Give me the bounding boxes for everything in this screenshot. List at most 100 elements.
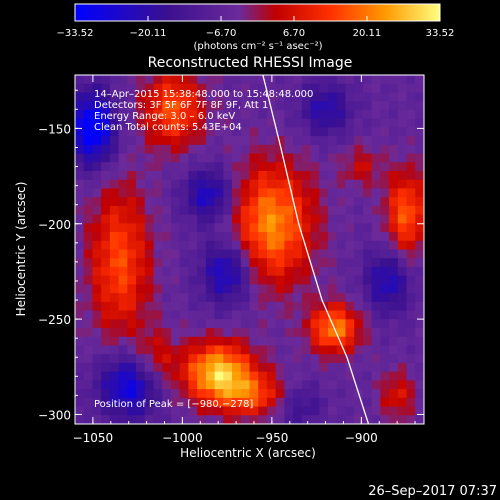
heatmap-cell <box>380 415 390 424</box>
heatmap-cell <box>223 240 233 251</box>
heatmap-cell <box>144 397 155 408</box>
heatmap-cell <box>310 301 320 312</box>
heatmap-cell <box>179 162 190 172</box>
heatmap-cell <box>249 354 259 364</box>
heatmap-cell <box>397 258 408 268</box>
heatmap-cell <box>406 371 416 381</box>
heatmap-cell <box>345 397 355 408</box>
heatmap-cell <box>205 415 216 424</box>
heatmap-cell <box>345 92 355 102</box>
heatmap-cell <box>275 301 285 312</box>
heatmap-cell <box>232 153 242 163</box>
heatmap-cell <box>179 301 190 312</box>
heatmap-cell <box>371 205 381 216</box>
heatmap-cell <box>101 162 111 172</box>
heatmap-cell <box>371 223 381 233</box>
heatmap-cell <box>258 92 268 102</box>
heatmap-cell <box>336 162 347 172</box>
heatmap-cell <box>162 223 172 233</box>
heatmap-cell <box>101 310 111 320</box>
heatmap-cell <box>153 179 163 190</box>
heatmap-cell <box>389 275 399 285</box>
heatmap-cell <box>136 397 146 408</box>
heatmap-cell <box>170 293 181 303</box>
heatmap-cell <box>301 354 312 364</box>
heatmap-cell <box>197 144 207 155</box>
heatmap-cell <box>83 205 94 216</box>
heatmap-cell <box>197 310 207 320</box>
heatmap-cell <box>101 249 111 259</box>
heatmap-cell <box>136 380 146 390</box>
heatmap-cell <box>188 293 198 303</box>
heatmap-cell <box>109 371 120 381</box>
heatmap-cell <box>109 205 120 216</box>
heatmap-cell <box>275 92 285 102</box>
heatmap-cell <box>275 336 285 347</box>
heatmap-cell <box>371 249 381 259</box>
heatmap-cell <box>336 284 347 294</box>
heatmap-cell <box>240 301 251 312</box>
heatmap-cell <box>83 336 94 347</box>
heatmap-cell <box>214 284 224 294</box>
heatmap-cell <box>345 266 355 277</box>
heatmap-cell <box>415 240 424 251</box>
heatmap-cell <box>232 170 242 181</box>
heatmap-cell <box>371 179 381 190</box>
heatmap-cell <box>92 371 102 381</box>
heatmap-cell <box>310 232 320 242</box>
heatmap-cell <box>144 214 155 224</box>
heatmap-cell <box>188 258 198 268</box>
heatmap-cell <box>188 214 198 224</box>
heatmap-cell <box>354 75 364 85</box>
heatmap-cell <box>127 153 137 163</box>
heatmap-cell <box>258 319 268 329</box>
heatmap-cell <box>162 136 172 146</box>
heatmap-cell <box>345 284 355 294</box>
heatmap-cell <box>153 319 163 329</box>
heatmap-cell <box>214 109 224 120</box>
heatmap-cell <box>293 179 303 190</box>
y-axis: −300−250−200−150 <box>38 89 424 422</box>
heatmap-cell <box>232 275 242 285</box>
heatmap-cell <box>214 266 224 277</box>
heatmap-cell <box>301 83 312 94</box>
heatmap-cell <box>406 170 416 181</box>
heatmap-cell <box>232 397 242 408</box>
heatmap-cell <box>397 336 408 347</box>
heatmap-cell <box>406 354 416 364</box>
heatmap-cell <box>389 197 399 207</box>
heatmap-cell <box>371 240 381 251</box>
heatmap-cell <box>310 336 320 347</box>
heatmap-cell <box>214 371 224 381</box>
heatmap-cell <box>319 397 329 408</box>
heatmap-cell <box>336 83 347 94</box>
heatmap-cell <box>284 75 294 85</box>
heatmap-cell <box>83 92 94 102</box>
heatmap-cell <box>275 214 285 224</box>
heatmap-cell <box>109 415 120 424</box>
heatmap-cell <box>205 170 216 181</box>
heatmap-cell <box>214 144 224 155</box>
heatmap-cell <box>380 232 390 242</box>
heatmap-cell <box>144 354 155 364</box>
heatmap-cell <box>223 179 233 190</box>
heatmap-cell <box>188 144 198 155</box>
heatmap-cell <box>362 136 373 146</box>
heatmap-cell <box>83 406 94 416</box>
heatmap-cell <box>371 144 381 155</box>
heatmap-cell <box>397 362 408 373</box>
heatmap-cell <box>345 205 355 216</box>
heatmap-cell <box>223 328 233 338</box>
heatmap-cell <box>144 249 155 259</box>
heatmap-cell <box>249 153 259 163</box>
heatmap-cell <box>162 179 172 190</box>
heatmap-cell <box>109 109 120 120</box>
heatmap-cell <box>345 406 355 416</box>
heatmap-cell <box>179 362 190 373</box>
heatmap-cell <box>197 118 207 128</box>
heatmap-cell <box>328 83 338 94</box>
heatmap-cell <box>232 188 242 198</box>
heatmap-cell <box>83 214 94 224</box>
heatmap-cell <box>136 354 146 364</box>
heatmap-cell <box>179 336 190 347</box>
